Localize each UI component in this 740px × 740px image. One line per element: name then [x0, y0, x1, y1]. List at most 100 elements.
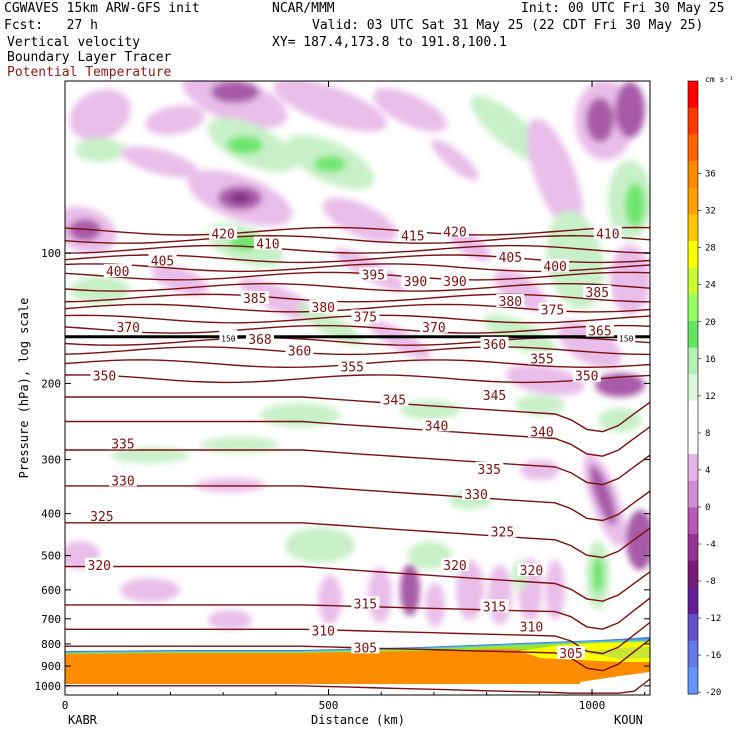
theta-label: 395 [362, 268, 385, 283]
theta-label-bg [422, 418, 451, 432]
theta-label-bg [462, 486, 491, 500]
theta-label-bg [517, 563, 546, 577]
theta-label-bg [572, 368, 601, 382]
y-tick-label: 700 [41, 613, 61, 626]
colorbar-swatch [688, 107, 698, 135]
theta-label: 340 [425, 419, 448, 434]
field-boundary-layer-tracer: Boundary Layer Tracer [7, 50, 172, 65]
theta-contour-line [65, 374, 650, 384]
theta-label: 390 [404, 275, 427, 290]
colorbar-tick-label: 4 [705, 466, 710, 476]
theta-label: 400 [106, 265, 129, 280]
theta-contour-line [65, 226, 650, 236]
y-axis-label: Pressure (hPa), log scale [17, 298, 31, 479]
theta-label: 355 [530, 352, 553, 367]
y-tick-label: 400 [41, 508, 61, 521]
theta-label: 405 [499, 251, 522, 266]
colorbar-swatch [688, 560, 698, 588]
field-potential-temperature: Potential Temperature [7, 65, 172, 80]
theta-label: 335 [111, 437, 134, 452]
theta-contour-line [65, 396, 650, 433]
org-label: NCAR/MMM [272, 1, 335, 16]
theta-label: 420 [211, 227, 234, 242]
theta-label-bg [338, 359, 367, 373]
theta-contour-line [65, 271, 650, 281]
theta-label-bg [517, 619, 546, 633]
theta-label: 310 [312, 625, 335, 640]
colorbar-swatch [688, 534, 698, 562]
theta-label: 330 [111, 474, 134, 489]
colorbar-swatch [688, 400, 698, 428]
theta-label: 350 [93, 370, 116, 385]
colorbar-swatch [688, 187, 698, 215]
theta-label-bg [148, 253, 177, 267]
distance-axis: 0 500 1000 [62, 81, 646, 712]
vertical-velocity-field [65, 81, 650, 630]
left-endpoint-label: KABR [68, 713, 98, 727]
colorbar-swatch [688, 134, 698, 162]
theta-label: 315 [354, 597, 377, 612]
theta-label: 415 [401, 229, 424, 244]
y-tick-label: 900 [41, 660, 61, 673]
theta-label-bg [398, 228, 427, 242]
theta-label-bg [85, 557, 114, 571]
colorbar-units: cm s⁻¹ [705, 75, 734, 84]
theta-label-bg [380, 392, 409, 406]
theta-label: 345 [483, 389, 506, 404]
theta-label-bg [114, 319, 143, 333]
theta-label-bg [585, 323, 614, 337]
theta-label-bg [496, 249, 525, 263]
theta-label: 380 [312, 301, 335, 316]
theta-label-bg [488, 524, 517, 538]
y-tick-label: 300 [41, 454, 61, 467]
colorbar-swatch [688, 347, 698, 375]
theta-label: 405 [151, 255, 174, 270]
theta-label: 310 [520, 621, 543, 636]
cross-section-coords: XY= 187.4,173.8 to 191.8,100.1 [272, 35, 507, 50]
field-vertical-velocity: Vertical velocity [7, 35, 141, 50]
x-tick-label: 500 [319, 699, 339, 712]
theta-label-bg [309, 299, 338, 313]
theta-label: 305 [559, 647, 582, 662]
colorbar-tick-label: 28 [705, 244, 716, 254]
colorbar-tick-label: -4 [705, 540, 716, 550]
colorbar-tick-label: 12 [705, 392, 716, 402]
theta-label-bg [441, 557, 469, 571]
theta-contour-line [65, 324, 650, 334]
colorbar-tick-label: 36 [705, 170, 716, 180]
colorbar-swatch [688, 614, 698, 642]
theta-label: 360 [288, 345, 311, 360]
colorbar-tick-label: 16 [705, 355, 716, 365]
theta-label: 325 [90, 510, 113, 525]
theta-contour-line [65, 282, 650, 292]
theta-label-bg [538, 302, 567, 316]
theta-label-bg [253, 236, 282, 250]
y-tick-label: 600 [41, 584, 61, 597]
theta-contour-line [65, 420, 650, 457]
potential-temperature-labels: 420 410 415 420 410 400 405 405 400 395 390 390 385 3… [85, 224, 636, 662]
theta-label: 400 [543, 260, 566, 275]
theta-label-bg [285, 343, 314, 357]
model-title: CGWAVES 15km ARW-GFS init [4, 1, 200, 16]
forecast-hour: Fcst: 27 h [4, 18, 98, 33]
theta-label: 315 [483, 600, 506, 615]
theta-label-bg [87, 508, 116, 522]
theta-label: 335 [478, 463, 501, 478]
colorbar-swatch [688, 427, 698, 455]
theta-label: 385 [243, 292, 266, 307]
theta-label-bg [359, 267, 388, 281]
theta-label-bg [401, 274, 430, 288]
colorbar-tick-label: -16 [705, 651, 721, 661]
colorbar-swatch [688, 507, 698, 535]
theta-label: 320 [443, 559, 466, 574]
theta-label: 375 [541, 304, 564, 319]
theta-label-bg [240, 291, 269, 305]
theta-label: 410 [596, 227, 619, 242]
theta-label-bg [103, 264, 132, 278]
x-tick-label: 1000 [579, 699, 606, 712]
theta-label-bg [108, 436, 137, 450]
theta-label-bg [419, 319, 448, 333]
theta-contour-line [65, 244, 650, 254]
theta-label: 420 [443, 225, 466, 240]
